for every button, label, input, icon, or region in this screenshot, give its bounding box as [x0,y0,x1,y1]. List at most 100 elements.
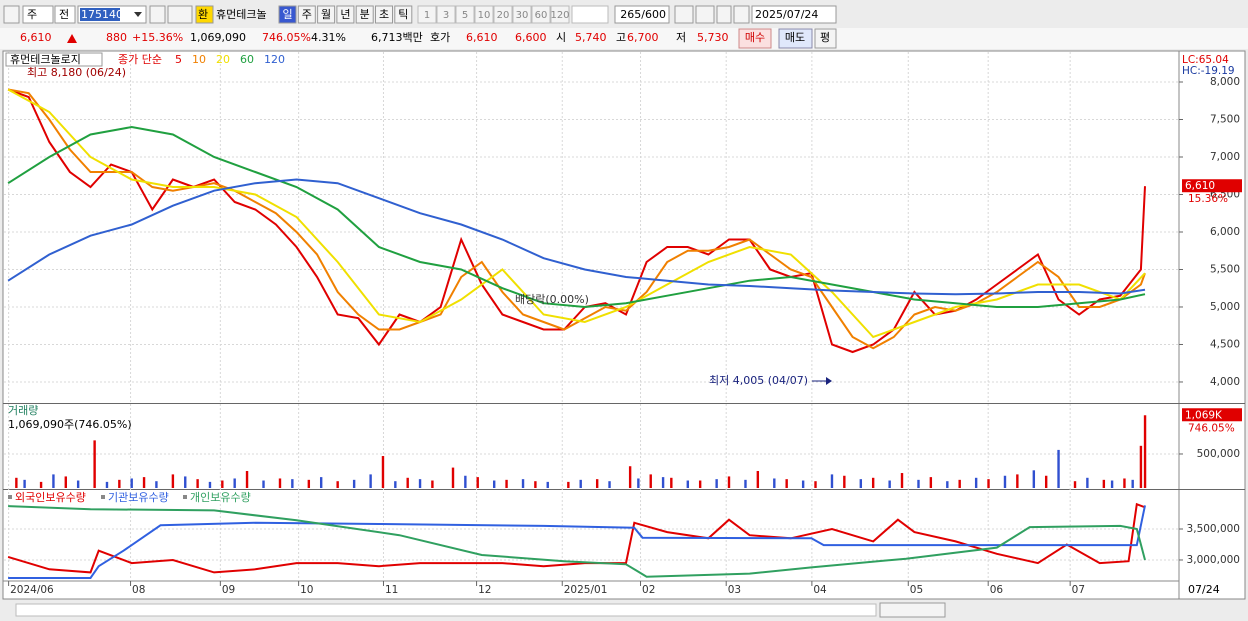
bar [1102,479,1106,488]
interval-button[interactable] [550,5,570,24]
interval-button[interactable] [493,5,513,24]
sound-icon[interactable] [167,5,193,24]
interval-label[interactable]: 20 [497,10,510,21]
tool-icon[interactable] [695,5,715,24]
interval-label[interactable]: 30 [516,10,529,21]
bar [64,476,67,488]
interval-button[interactable] [474,5,494,24]
x-tick-label: 09 [222,584,235,596]
x-tick-label: 11 [385,584,398,596]
legend-entry: 외국인보유수량 [15,491,86,504]
period-label[interactable]: 초 [379,8,389,21]
bar [369,474,372,488]
period-button[interactable] [394,5,413,24]
bar [155,481,158,488]
scope: 전 [59,8,69,21]
bar [801,480,805,488]
avg-button[interactable] [814,28,837,49]
interval-label[interactable]: 60 [535,10,548,21]
stock-name: 휴먼테크놀 [216,8,267,21]
period-button[interactable] [336,5,355,24]
interval-button[interactable] [531,5,551,24]
interval-label[interactable]: 1 [424,10,430,21]
bar [39,481,43,488]
line [7,178,1146,296]
y-tick-label: 5,500 [1210,263,1240,275]
change-tag-label: 746.05% [1188,422,1235,434]
bar [987,479,990,488]
bar [130,478,133,488]
change-tag-label: 15.36% [1188,193,1228,205]
bar [1131,479,1134,488]
bar [661,477,665,488]
interval-label[interactable]: 3 [443,10,449,21]
interval-label[interactable]: 120 [550,10,569,21]
period-label[interactable]: 분 [360,8,370,21]
interval-label[interactable]: 5 [462,10,468,21]
period-button[interactable] [317,5,336,24]
x-tick-label: 04 [813,584,827,596]
bar [171,474,175,488]
interval-button[interactable] [436,5,456,24]
period-label[interactable]: 월 [321,8,331,21]
interval-select[interactable] [571,5,609,24]
bar [637,478,640,488]
count-box[interactable] [614,5,670,24]
bar [744,479,747,488]
period-label[interactable]: 년 [340,8,350,21]
avg[interactable]: 평 [820,31,830,44]
interval-button[interactable] [455,5,475,24]
date: 2025/07/24 [755,8,818,21]
bar [233,478,236,488]
bar [608,481,611,488]
bar [394,481,397,488]
bar [698,480,702,488]
quote-bar [0,28,1248,49]
buy[interactable]: 매수 [745,31,765,44]
bar [431,480,434,488]
period-select[interactable] [22,5,54,24]
save-icon[interactable] [716,5,732,24]
interval-button[interactable] [512,5,532,24]
period-button[interactable] [375,5,393,24]
x-tick-label: 10 [300,584,313,596]
bar [1139,445,1143,488]
bar [521,479,525,488]
plot-area [2,50,1180,582]
interval-label[interactable]: 10 [478,10,491,21]
period-button[interactable] [297,5,316,24]
search-icon[interactable] [149,5,166,24]
y-tick-label: 8,000 [1210,76,1240,88]
high: 6,700 [627,31,659,44]
y-tick-label: 3,000,000 [1187,554,1240,566]
scope-select[interactable] [54,5,76,24]
tool-icon[interactable] [674,5,694,24]
period: 주 [27,8,37,21]
title-box [5,52,103,67]
panel-subtitle: 1,069,090주(746.05%) [8,418,132,431]
period-button[interactable] [278,5,297,24]
buy-button[interactable] [738,28,772,49]
settings-icon[interactable] [733,5,750,24]
panel-title: 거래량 [8,404,38,417]
bar [1016,474,1019,488]
end-date: 07/24 [1188,583,1220,596]
legend-entry: 개인보유수량 [190,491,251,504]
interval-button[interactable] [417,5,437,24]
x-tick-label: 02 [642,584,655,596]
period-label[interactable]: 틱 [398,8,408,21]
date-box[interactable] [751,5,837,24]
menu-icon[interactable] [3,5,20,24]
period-label[interactable]: 일 [282,7,292,21]
period-button[interactable] [355,5,374,24]
bar [1110,480,1114,488]
sell-button[interactable] [778,28,813,49]
volume: 1,069,090 [190,31,246,44]
scroll-buttons[interactable] [879,602,946,618]
bar [184,476,187,488]
scroll-track[interactable] [15,603,877,617]
sell[interactable]: 매도 [785,31,805,44]
bar [917,479,920,488]
period-label[interactable]: 주 [302,8,312,21]
legend-marker [183,495,187,499]
